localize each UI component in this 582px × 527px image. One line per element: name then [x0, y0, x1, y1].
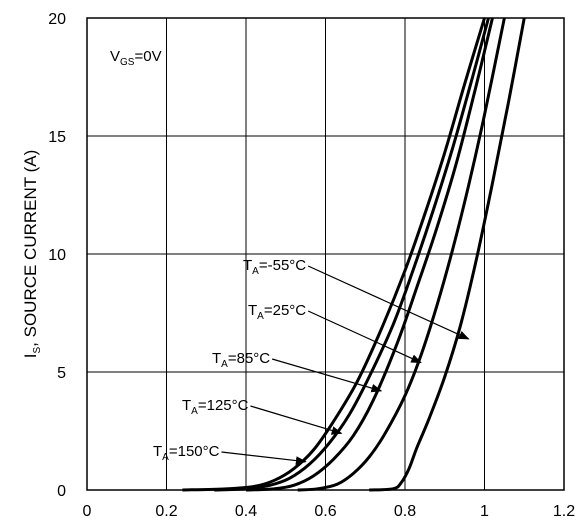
curves	[182, 17, 526, 492]
x-tick-labels: 0 0.2 0.4 0.6 0.8 1 1.2	[83, 503, 576, 520]
series-label-rest: =150°C	[169, 443, 220, 460]
y-axis-label-sub: S	[32, 347, 43, 354]
series-label-main: T	[182, 397, 191, 414]
grid	[87, 18, 564, 490]
series-label-main: T	[243, 257, 252, 274]
series-arrow-1	[250, 405, 343, 435]
series-label-0: TA=150°C	[153, 443, 220, 463]
x-tick-label: 0.2	[155, 503, 177, 520]
annotations: TA=150°CTA=125°CTA=85°CTA=25°CTA=-55°C	[153, 257, 470, 465]
series-label-2: TA=85°C	[212, 350, 270, 370]
y-tick-label: 0	[57, 483, 66, 500]
series-arrow-4	[307, 265, 470, 340]
series-label-rest: =85°C	[228, 350, 270, 367]
series-label-sub: A	[252, 266, 259, 277]
x-tick-label: 0.4	[235, 503, 257, 520]
series-line-1	[214, 17, 490, 492]
series-arrow-0	[221, 451, 307, 465]
y-axis-label-rest: , SOURCE CURRENT (A)	[21, 150, 40, 347]
series-label-sub: A	[257, 311, 264, 322]
x-tick-label: 0.8	[394, 503, 416, 520]
series-label-main: T	[248, 302, 257, 319]
condition-sub: GS	[120, 57, 135, 68]
series-arrow-2	[271, 358, 383, 393]
series-label-rest: =25°C	[264, 302, 306, 319]
series-arrow-3	[307, 310, 422, 364]
x-tick-label: 1	[480, 503, 489, 520]
series-line-4	[369, 17, 526, 492]
series-label-rest: =-55°C	[259, 257, 306, 274]
series-line-3	[297, 17, 506, 492]
condition-main: V	[110, 48, 120, 65]
y-tick-label: 15	[48, 129, 66, 146]
plot-frame	[86, 17, 565, 491]
series-line-2	[245, 17, 494, 492]
y-tick-label: 5	[57, 365, 66, 382]
x-tick-label: 0	[83, 503, 92, 520]
series-label-sub: A	[191, 406, 198, 417]
y-axis-label: IS, SOURCE CURRENT (A)	[21, 150, 43, 359]
series-label-sub: A	[162, 452, 169, 463]
y-tick-label: 10	[48, 247, 66, 264]
series-label-sub: A	[221, 359, 228, 370]
series-label-main: T	[153, 443, 162, 460]
y-tick-label: 20	[48, 11, 66, 28]
y-tick-labels: 0 5 10 15 20	[48, 11, 66, 500]
condition-rest: =0V	[134, 48, 161, 65]
x-tick-label: 1.2	[553, 503, 575, 520]
series-label-4: TA=-55°C	[243, 257, 306, 277]
y-axis-label-main: I	[21, 354, 40, 359]
series-label-rest: =125°C	[198, 397, 249, 414]
series-label-1: TA=125°C	[182, 397, 249, 417]
series-line-0	[182, 17, 486, 492]
condition-label: VGS=0V	[110, 48, 162, 68]
series-label-3: TA=25°C	[248, 302, 306, 322]
x-tick-label: 0.6	[314, 503, 336, 520]
series-label-main: T	[212, 350, 221, 367]
